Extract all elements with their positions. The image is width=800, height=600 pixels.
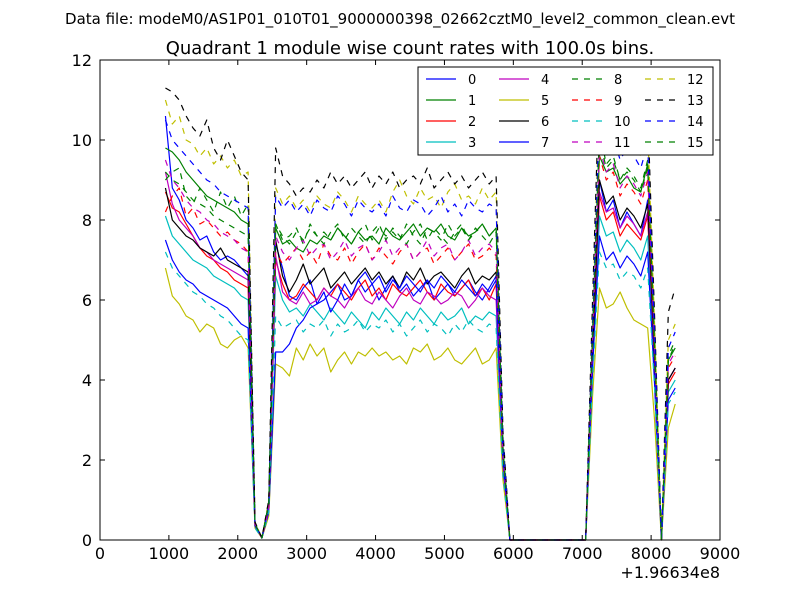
y-tick-label: 10 [72,131,92,150]
x-tick-label: 8000 [631,544,672,563]
suptitle: Data file: modeM0/AS1P01_010T01_90000003… [65,10,735,29]
series-line-15 [164,139,676,541]
x-tick-label: 5000 [424,544,465,563]
y-tick-label: 6 [82,291,92,310]
legend-label-10: 10 [614,115,631,130]
legend-label-0: 0 [468,73,476,88]
legend-box [417,66,714,156]
legend-label-14: 14 [687,115,704,130]
legend-label-4: 4 [541,73,549,88]
legend-label-1: 1 [468,94,476,109]
legend-label-15: 15 [687,136,704,151]
ticks-layer: 0 1000 2000 3000 4000 5000 6000 7000 8000 9000 0 2 4… [72,51,741,563]
x-tick-label: 7000 [562,544,603,563]
x-tick-label: 9000 [700,544,741,563]
x-tick-label: 4000 [355,544,396,563]
x-tick-label: 0 [95,544,105,563]
series-line-8 [164,131,676,541]
y-tick-label: 0 [82,531,92,550]
y-tick-label: 2 [82,451,92,470]
x-offset-label: +1.96634e8 [620,563,720,582]
x-tick-label: 1000 [149,544,190,563]
legend-label-9: 9 [614,94,622,109]
y-tick-label: 4 [82,371,92,390]
legend-label-2: 2 [468,115,476,130]
legend-label-13: 13 [687,94,704,109]
legend-label-7: 7 [541,136,549,151]
legend-label-5: 5 [541,94,549,109]
x-tick-label: 2000 [217,544,258,563]
legend-label-12: 12 [687,73,704,88]
x-tick-label: 6000 [493,544,534,563]
series-line-13 [165,75,676,541]
series-layer [164,75,676,541]
legend-label-3: 3 [468,136,476,151]
y-tick-label: 8 [82,211,92,230]
series-line-10 [164,251,676,541]
chart-title: Quadrant 1 module wise count rates with … [166,38,655,59]
y-tick-label: 12 [72,51,92,70]
legend-label-6: 6 [541,115,549,130]
series-line-7 [164,235,676,541]
x-tick-label: 3000 [286,544,327,563]
legend-label-11: 11 [614,136,631,151]
legend-label-8: 8 [614,73,622,88]
